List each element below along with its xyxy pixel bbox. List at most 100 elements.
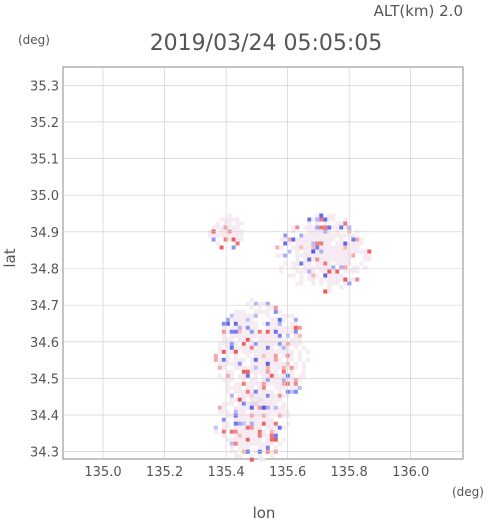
field-cell [277,409,282,414]
field-cell [265,445,270,450]
field-cell [277,345,282,350]
field-cell [315,221,320,226]
field-cell [241,349,246,354]
field-cell [229,349,234,354]
field-cell [315,233,320,238]
field-cell [241,413,246,418]
field-cell [339,277,344,282]
field-cell [245,413,250,418]
field-cell [269,453,274,458]
field-cell [335,253,340,258]
field-cell [363,257,368,262]
x-tick-label: 135.2 [146,465,183,480]
field-cell [235,217,240,222]
field-cell [295,225,300,230]
field-cell [351,249,356,254]
field-cell [307,221,312,226]
field-cell [307,249,312,254]
field-cell [303,245,308,250]
field-cell [363,265,368,270]
field-cell [295,257,300,262]
field-cell [281,345,286,350]
field-cell [327,261,332,266]
field-cell [253,441,258,446]
field-cell [245,381,250,386]
field-cell [225,373,230,378]
field-cell [225,369,230,374]
field-cell [261,309,266,314]
field-cell [225,321,230,326]
field-cell [291,245,296,250]
field-cell [311,257,316,262]
field-cell [237,313,242,318]
field-cell [281,385,286,390]
field-cell [241,437,246,442]
field-cell [315,273,320,278]
field-cell [211,237,216,242]
field-cell [323,249,328,254]
field-cell [289,389,294,394]
field-cell [273,373,278,378]
field-cell [231,229,236,234]
field-cell [227,225,232,230]
field-cell [261,373,266,378]
field-cell [281,413,286,418]
field-cell [287,241,292,246]
field-cell [225,329,230,334]
field-cell [237,421,242,426]
field-cell [241,313,246,318]
field-cell [289,385,294,390]
field-cell [261,389,266,394]
field-cell [265,361,270,366]
field-cell [265,357,270,362]
field-cell [225,425,230,430]
field-cell [273,333,278,338]
field-cell [303,265,308,270]
field-cell [217,341,222,346]
field-cell [225,437,230,442]
field-cell [221,361,226,366]
field-cell [237,321,242,326]
field-cell [265,329,270,334]
field-cell [299,277,304,282]
field-cell [273,401,278,406]
field-cell [261,441,266,446]
field-cell [233,385,238,390]
field-cell [249,381,254,386]
field-cell [233,441,238,446]
field-cell [237,365,242,370]
field-cell [261,345,266,350]
field-cell [229,413,234,418]
field-cell [315,253,320,258]
field-cell [351,233,356,238]
field-cell [283,233,288,238]
field-cell [311,281,316,286]
field-cell [363,253,368,258]
field-cell [233,389,238,394]
field-cell [367,257,372,262]
field-cell [265,373,270,378]
y-tick-label: 35.0 [30,189,59,204]
field-cell [299,269,304,274]
field-cell [343,225,348,230]
field-cell [281,425,286,430]
field-cell [277,337,282,342]
field-cell [297,349,302,354]
field-cell [221,421,226,426]
field-cell [225,357,230,362]
field-cell [289,353,294,358]
field-cell [311,229,316,234]
field-cell [215,233,220,238]
field-cell [359,237,364,242]
field-cell [245,301,250,306]
field-cell [319,253,324,258]
field-cell [261,369,266,374]
field-cell [287,249,292,254]
field-cell [253,417,258,422]
field-cell [235,225,240,230]
field-cell [253,361,258,366]
field-cell [289,357,294,362]
field-cell [229,345,234,350]
field-cell [287,273,292,278]
field-cell [327,289,332,294]
